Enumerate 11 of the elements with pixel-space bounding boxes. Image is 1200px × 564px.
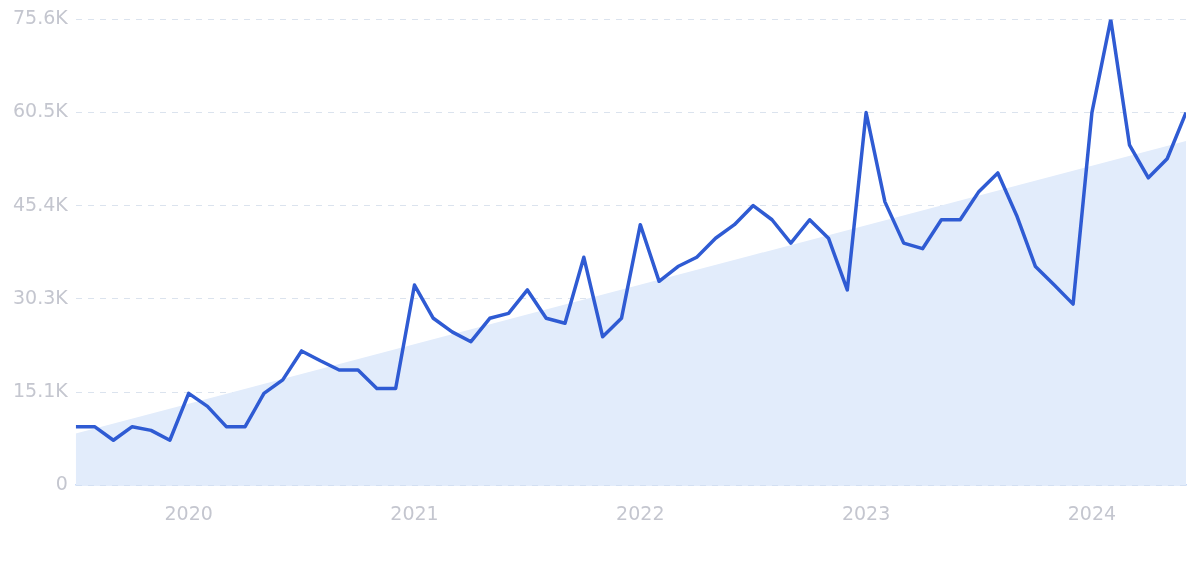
x-tick-label: 2021 (390, 501, 439, 524)
y-tick-label: 60.5K (13, 99, 69, 122)
y-tick-label: 30.3K (13, 285, 69, 308)
y-tick-label: 15.1K (13, 378, 69, 401)
x-tick-label: 2024 (1067, 501, 1117, 524)
x-tick-label: 2020 (164, 501, 213, 524)
y-tick-label: 75.6K (13, 6, 69, 29)
y-tick-label: 45.4K (13, 192, 69, 215)
y-tick-label: 0 (55, 472, 68, 495)
x-tick-label: 2023 (841, 501, 891, 524)
x-tick-label: 2022 (616, 501, 665, 524)
